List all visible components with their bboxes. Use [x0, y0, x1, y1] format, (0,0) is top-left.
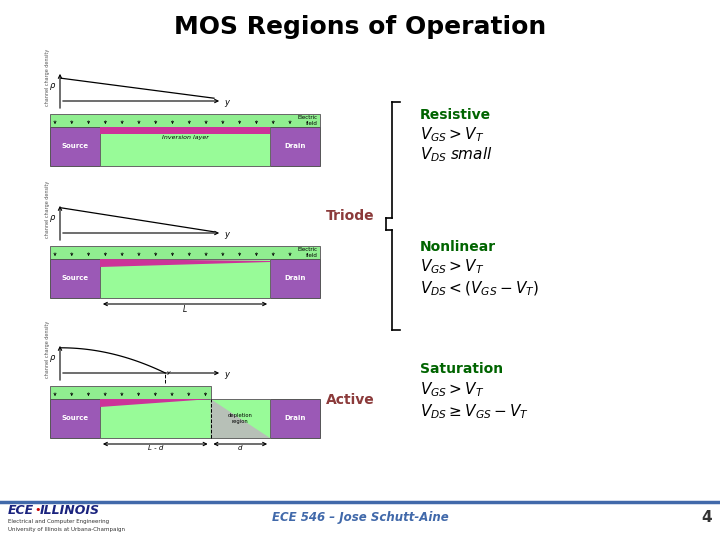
Bar [50, 259, 100, 298]
Bar [100, 127, 270, 134]
Text: y: y [224, 370, 229, 379]
Text: MOS Regions of Operation: MOS Regions of Operation [174, 15, 546, 39]
Bar [270, 399, 320, 438]
Text: $\rho$: $\rho$ [49, 82, 56, 92]
Text: y: y [224, 98, 229, 107]
Text: depletion
region: depletion region [228, 413, 253, 424]
Text: Resistive: Resistive [420, 108, 491, 122]
Bar [50, 114, 320, 127]
Bar [100, 127, 270, 166]
Text: Source: Source [61, 275, 89, 281]
Text: $V_{DS} < (V_{GS} - V_T)$: $V_{DS} < (V_{GS} - V_T)$ [420, 280, 539, 299]
Text: channel charge density: channel charge density [45, 320, 50, 377]
Polygon shape [100, 259, 270, 267]
Text: ILLINOIS: ILLINOIS [40, 503, 100, 516]
Text: $V_{GS} > V_T$: $V_{GS} > V_T$ [420, 125, 485, 144]
Text: $V_{DS} \geq V_{GS} - V_T$: $V_{DS} \geq V_{GS} - V_T$ [420, 402, 529, 421]
Text: Nonlinear: Nonlinear [420, 240, 496, 254]
Text: Drain: Drain [284, 415, 306, 422]
Text: y: y [224, 230, 229, 239]
Polygon shape [210, 399, 270, 438]
Text: ECE: ECE [8, 503, 34, 516]
Polygon shape [100, 399, 210, 407]
Text: Inversion layer: Inversion layer [161, 135, 208, 140]
Bar [270, 259, 320, 298]
Text: Source: Source [61, 415, 89, 422]
Text: •: • [34, 505, 40, 515]
Text: channel charge density: channel charge density [45, 180, 50, 238]
Bar [100, 259, 270, 298]
Bar [50, 246, 320, 259]
Text: Drain: Drain [284, 144, 306, 150]
Bar [270, 127, 320, 166]
Text: Drain: Drain [284, 275, 306, 281]
Bar [50, 127, 100, 166]
Text: L: L [183, 305, 187, 314]
Text: Electric
field: Electric field [298, 115, 318, 126]
Text: channel charge density: channel charge density [45, 49, 50, 106]
Text: University of Illinois at Urbana-Champaign: University of Illinois at Urbana-Champai… [8, 526, 125, 531]
Text: $\rho$: $\rho$ [49, 354, 56, 364]
Text: ECE 546 – Jose Schutt-Aine: ECE 546 – Jose Schutt-Aine [271, 511, 449, 524]
Text: d: d [238, 446, 243, 451]
Bar [100, 399, 270, 438]
Bar [50, 386, 210, 399]
Text: Triode: Triode [326, 209, 375, 223]
Text: Saturation: Saturation [420, 362, 503, 376]
Text: 4: 4 [701, 510, 712, 525]
Text: $V_{DS}\; small$: $V_{DS}\; small$ [420, 145, 492, 164]
Text: $V_{GS} > V_T$: $V_{GS} > V_T$ [420, 257, 485, 276]
Text: $\rho$: $\rho$ [49, 213, 56, 225]
Text: Electric
field: Electric field [298, 247, 318, 258]
Text: Source: Source [61, 144, 89, 150]
Text: $V_{GS} > V_T$: $V_{GS} > V_T$ [420, 380, 485, 399]
Text: y: y [166, 370, 170, 375]
Bar [50, 399, 100, 438]
Text: Electrical and Computer Engineering: Electrical and Computer Engineering [8, 519, 109, 524]
Text: Active: Active [326, 393, 375, 407]
Text: L - d: L - d [148, 446, 163, 451]
